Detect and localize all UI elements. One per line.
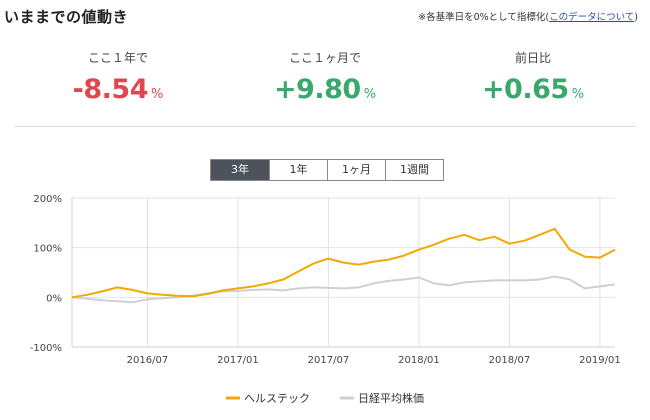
stat-one-month: ここ１ヶ月で +9.80% bbox=[225, 48, 425, 105]
section-divider bbox=[14, 126, 636, 127]
stat-unit-one-month: % bbox=[363, 87, 377, 102]
stat-value-previous-day: +0.65 bbox=[481, 74, 569, 105]
stat-value-one-year: -8.54 bbox=[72, 74, 149, 105]
y-tick-label: 100% bbox=[33, 244, 62, 255]
stat-label-one-year: ここ１年で bbox=[87, 51, 148, 65]
x-tick-label: 2018/07 bbox=[489, 355, 531, 366]
stat-value-one-month: +9.80 bbox=[273, 74, 361, 105]
price-chart: 200% 100% 0% -100% 2016/07 2017/01 2017/07 2018… bbox=[0, 186, 650, 420]
stat-previous-day: 前日比 +0.65% bbox=[433, 48, 633, 105]
x-tick-label: 2018/01 bbox=[398, 355, 440, 366]
y-tick-label: 200% bbox=[33, 194, 62, 205]
performance-summary: ここ１年で -8.54% ここ１ヶ月で +9.80% 前日比 +0.65% bbox=[0, 48, 650, 118]
data-info-link[interactable]: このデータについて bbox=[549, 12, 635, 23]
tab-1-year[interactable]: 1年 bbox=[269, 160, 327, 180]
stat-label-one-month: ここ１ヶ月で bbox=[288, 51, 361, 65]
y-tick-label: 0% bbox=[46, 293, 62, 304]
stat-unit-previous-day: % bbox=[571, 87, 585, 102]
legend-label-nikkei: 日経平均株価 bbox=[358, 391, 424, 405]
stat-unit-one-year: % bbox=[150, 87, 164, 102]
tab-1-week[interactable]: 1週間 bbox=[385, 160, 443, 180]
note-suffix: ) bbox=[634, 12, 638, 23]
note-prefix: ※各基準日を0%として指標化( bbox=[418, 12, 550, 23]
line-chart-svg: 200% 100% 0% -100% 2016/07 2017/01 2017/07 2018… bbox=[30, 194, 621, 405]
stat-one-year: ここ１年で -8.54% bbox=[18, 48, 218, 105]
tab-1-month[interactable]: 1ヶ月 bbox=[327, 160, 385, 180]
period-tabs: 3年 1年 1ヶ月 1週間 bbox=[210, 159, 444, 181]
legend-label-healthtech: ヘルステック bbox=[244, 392, 310, 405]
section-header: いままでの値動き ※各基準日を0%として指標化(このデータについて) bbox=[0, 0, 650, 30]
tab-3-years[interactable]: 3年 bbox=[211, 160, 269, 180]
section-title: いままでの値動き bbox=[4, 8, 129, 26]
series-line-nikkei bbox=[71, 275, 616, 304]
index-note: ※各基準日を0%として指標化(このデータについて) bbox=[418, 9, 638, 23]
series-line-healthtech bbox=[71, 227, 616, 299]
y-tick-label: -100% bbox=[30, 343, 62, 354]
stat-label-previous-day: 前日比 bbox=[514, 51, 551, 65]
x-tick-label: 2017/01 bbox=[217, 355, 259, 366]
x-tick-label: 2016/07 bbox=[127, 355, 169, 366]
x-tick-label: 2017/07 bbox=[308, 355, 350, 366]
x-tick-label: 2019/01 bbox=[579, 355, 621, 366]
